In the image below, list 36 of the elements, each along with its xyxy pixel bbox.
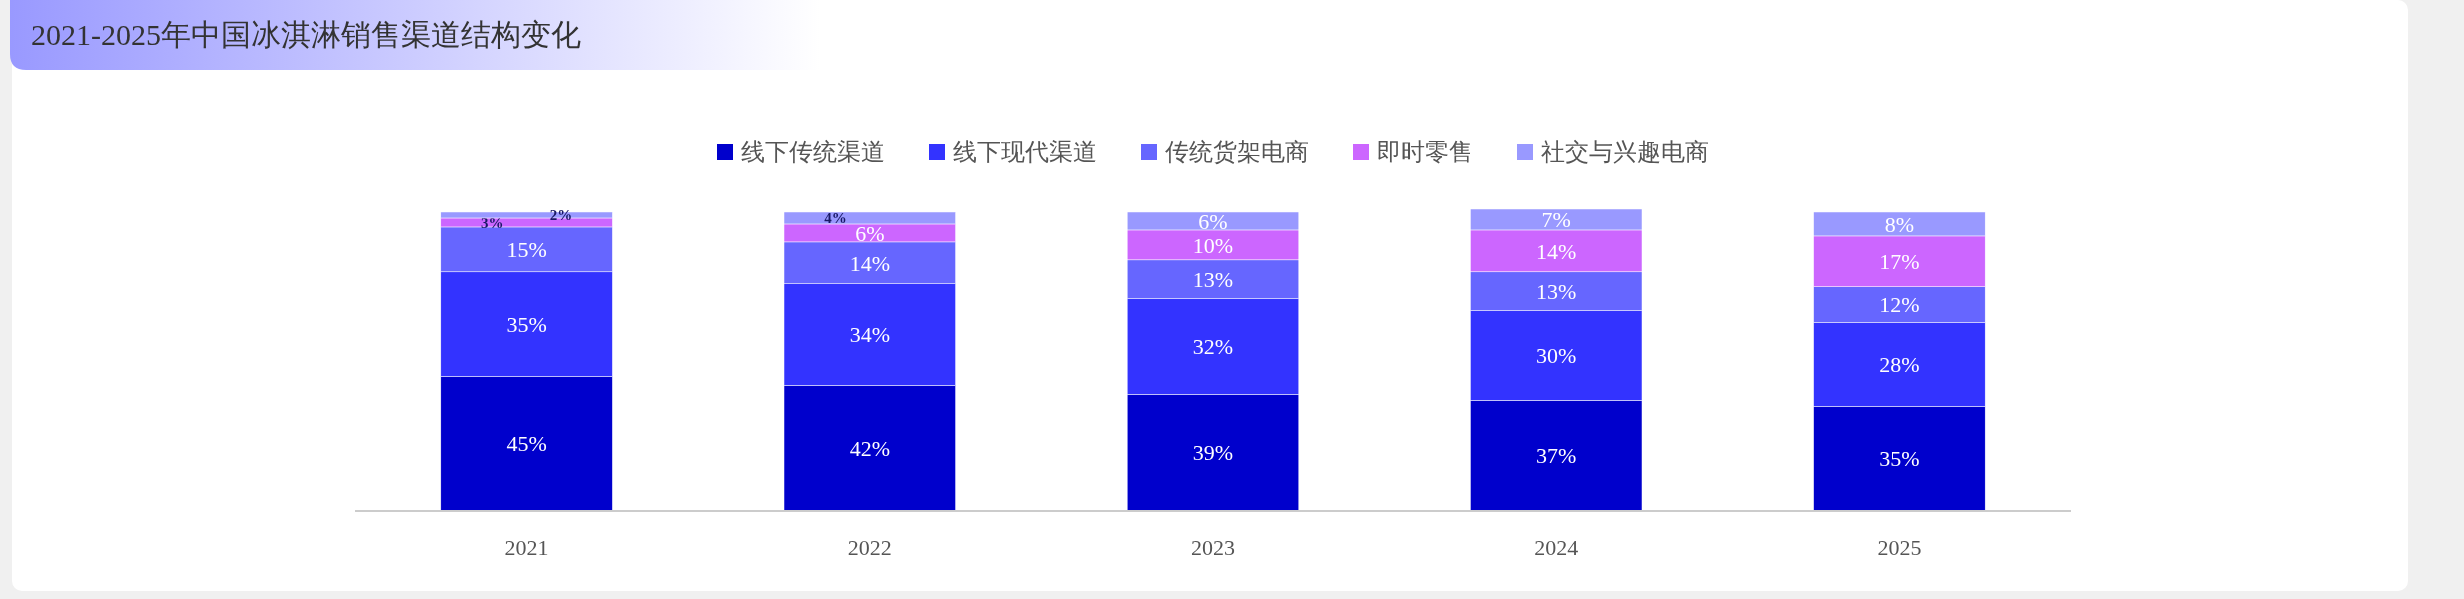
data-label: 13% — [1192, 266, 1234, 292]
data-label: 45% — [506, 431, 547, 457]
x-tick-label: 2021 — [504, 534, 549, 560]
x-tick-label: 2025 — [1877, 534, 1922, 560]
chart-title: 2021-2025年中国冰淇淋销售渠道结构变化 — [31, 17, 581, 51]
x-tick-label: 2024 — [1534, 534, 1579, 560]
data-label: 42% — [849, 435, 890, 461]
legend-label: 线下现代渠道 — [953, 139, 1097, 166]
data-label: 13% — [1536, 278, 1577, 304]
legend-label: 社交与兴趣电商 — [1541, 139, 1709, 166]
data-label: 35% — [1879, 446, 1920, 472]
data-label: 15% — [506, 237, 547, 263]
data-label: 12% — [1879, 292, 1920, 318]
data-label: 7% — [1541, 207, 1571, 233]
data-label: 35% — [506, 311, 547, 337]
data-label: 6% — [855, 220, 885, 246]
data-label: 2% — [549, 207, 573, 224]
data-label: 6% — [1198, 208, 1228, 234]
data-label: 3% — [481, 214, 504, 231]
data-label: 28% — [1879, 352, 1920, 378]
data-label: 37% — [1536, 443, 1577, 469]
x-tick-label: 2022 — [847, 534, 892, 560]
data-label: 8% — [1884, 211, 1915, 237]
legend-label: 传统货架电商 — [1165, 139, 1309, 166]
data-label: 4% — [824, 210, 847, 227]
legend-label: 即时零售 — [1377, 139, 1473, 166]
data-label: 14% — [849, 250, 890, 276]
data-label: 32% — [1192, 334, 1234, 360]
data-label: 30% — [1536, 343, 1577, 369]
data-label: 14% — [1536, 238, 1577, 264]
data-label: 10% — [1192, 232, 1234, 258]
legend-label: 线下传统渠道 — [741, 139, 885, 166]
x-tick-label: 2023 — [1191, 534, 1235, 560]
data-label: 17% — [1879, 249, 1920, 275]
data-label: 39% — [1192, 440, 1234, 466]
data-label: 34% — [849, 322, 890, 348]
